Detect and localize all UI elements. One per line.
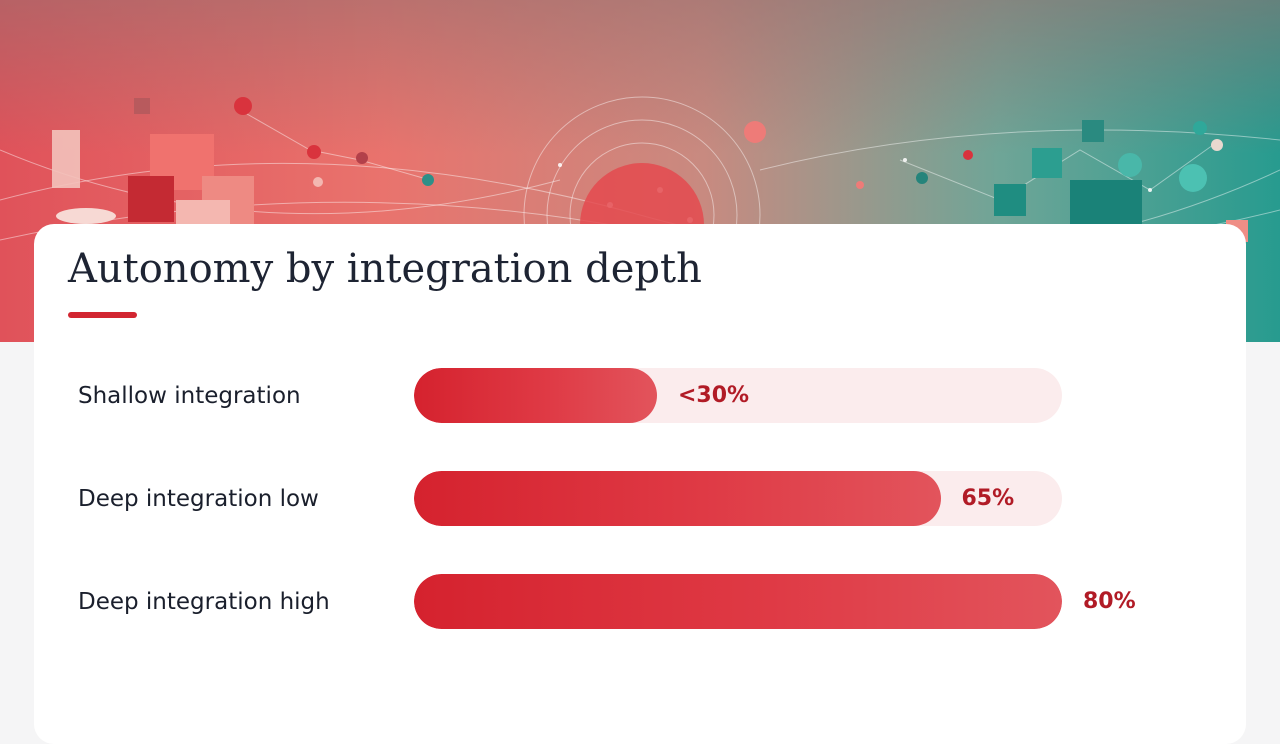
bar — [414, 368, 657, 423]
bar-track — [414, 471, 1062, 526]
title-underline — [68, 312, 137, 318]
slide-title: Autonomy by integration depth — [68, 246, 702, 292]
bar — [414, 471, 941, 526]
value-label: 80% — [1083, 589, 1136, 614]
bar — [414, 574, 1062, 629]
autonomy-bar-chart: Shallow integration <30% Deep integration … — [78, 368, 1136, 629]
value-label: <30% — [678, 383, 750, 408]
category-label: Shallow integration — [78, 383, 301, 409]
category-label: Deep integration low — [78, 486, 319, 512]
category-label: Deep integration high — [78, 589, 330, 615]
bar-track — [414, 368, 1062, 423]
bar-track — [414, 574, 1062, 629]
value-label: 65% — [961, 486, 1015, 511]
